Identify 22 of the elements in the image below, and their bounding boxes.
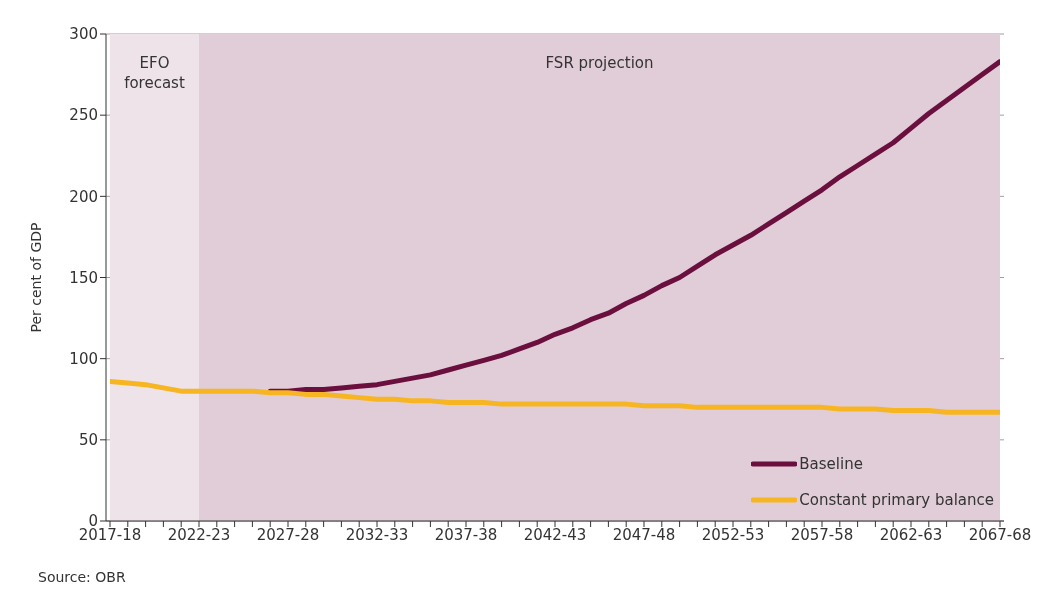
band-label: FSR projection bbox=[545, 54, 654, 72]
y-tick-label: 300 bbox=[69, 25, 98, 44]
x-tick-label: 2037-38 bbox=[434, 525, 498, 544]
x-tick-label: 2022-23 bbox=[167, 525, 231, 544]
y-tick-label: 150 bbox=[69, 268, 98, 287]
y-tick-label: 250 bbox=[69, 106, 98, 125]
x-tick-label: 2052-53 bbox=[701, 525, 765, 544]
y-tick-label: 100 bbox=[69, 349, 98, 368]
x-tick-label: 2027-28 bbox=[256, 525, 320, 544]
x-tick-label: 2057-58 bbox=[790, 525, 854, 544]
x-tick-label: 2047-48 bbox=[612, 525, 676, 544]
y-tick-label: 200 bbox=[69, 187, 98, 206]
y-tick-label: 50 bbox=[78, 431, 98, 450]
source-note: Source: OBR bbox=[38, 569, 126, 585]
x-tick-label: 2062-63 bbox=[879, 525, 943, 544]
legend-label: Constant primary balance bbox=[799, 491, 994, 509]
x-tick-label: 2032-33 bbox=[345, 525, 409, 544]
x-tick-label: 2042-43 bbox=[523, 525, 587, 544]
x-tick-label: 2067-68 bbox=[968, 525, 1032, 544]
y-axis-title: Per cent of GDP bbox=[27, 222, 44, 333]
band-label: EFO forecast bbox=[124, 54, 185, 92]
legend-label: Baseline bbox=[799, 455, 863, 473]
